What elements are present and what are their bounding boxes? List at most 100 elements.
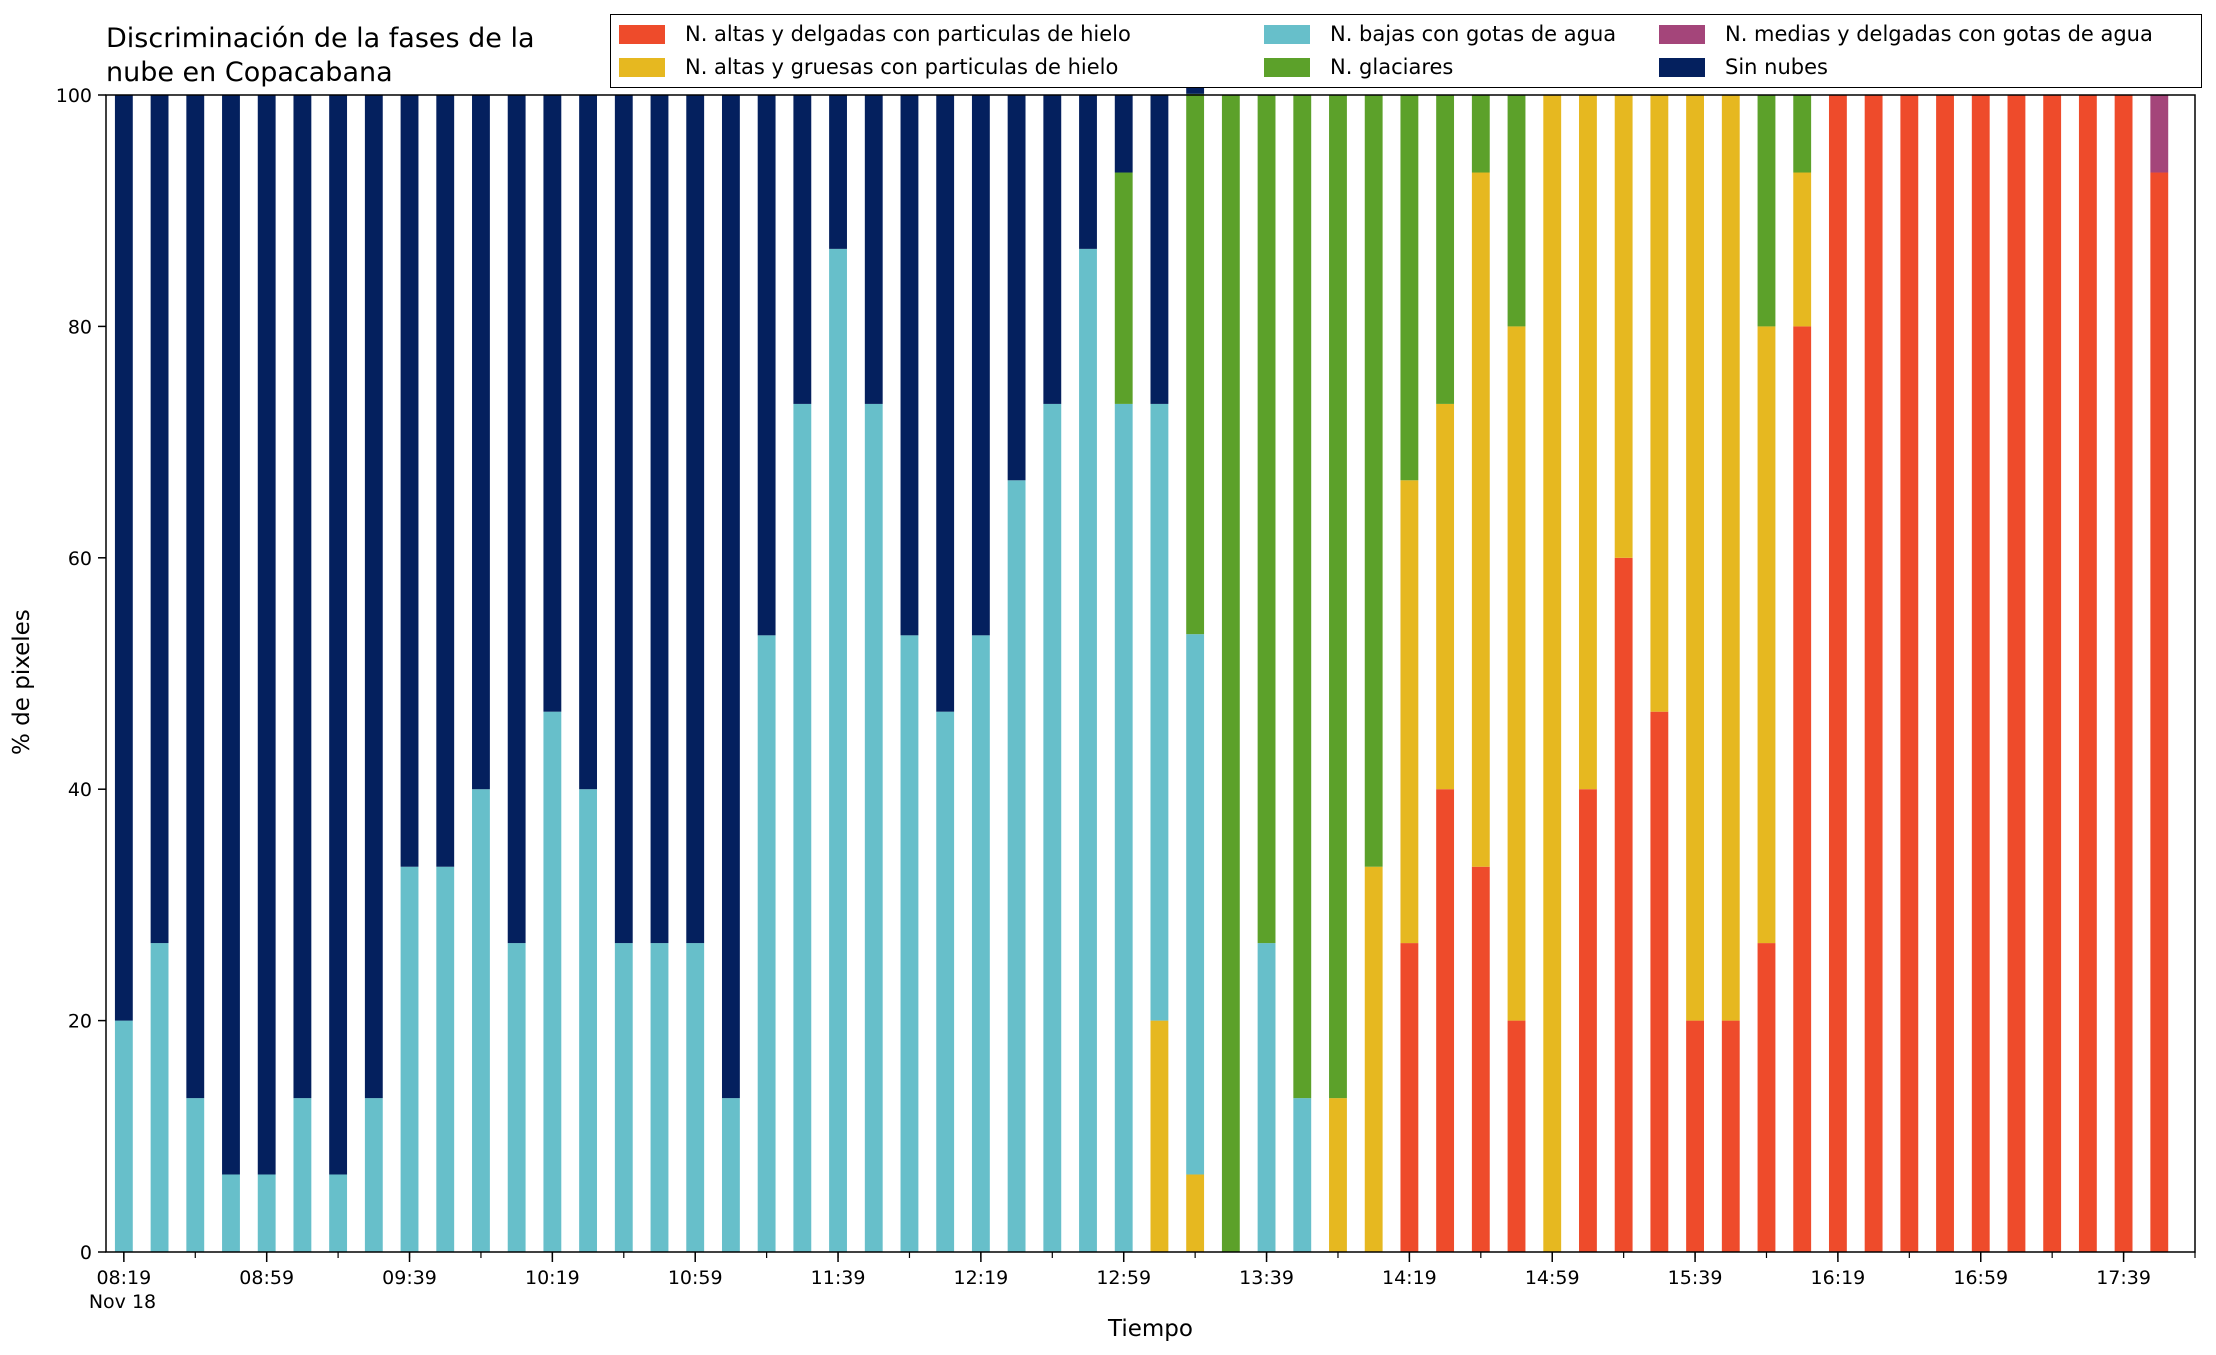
- bar-segment: [1971, 95, 1990, 1252]
- bar-segment: [686, 943, 705, 1252]
- bar-segment: [1043, 403, 1062, 1252]
- bar-segment: [1757, 943, 1776, 1252]
- bar-segment: [472, 789, 490, 1252]
- bar-segment: [1793, 172, 1812, 327]
- y-axis-label: % de pixeles: [9, 609, 35, 755]
- bar-segment: [579, 789, 598, 1252]
- chart-title-line-1: Discriminación de la fases de la: [106, 23, 535, 54]
- chart-legend: N. altas y delgadas con particulas de hi…: [610, 14, 2202, 88]
- bar-segment: [1150, 403, 1169, 1021]
- bar-segment: [936, 95, 955, 712]
- bar-segment: [1364, 866, 1383, 1252]
- bar-segment: [1579, 789, 1597, 1252]
- bar-segment: [1543, 95, 1562, 1252]
- y-tick-label: 60: [68, 548, 92, 570]
- legend-entry: N. altas y delgadas con particulas de hi…: [619, 22, 1131, 46]
- bar-segment: [1114, 95, 1133, 173]
- y-tick-label: 80: [68, 316, 92, 338]
- x-tick-label: 14:19: [1382, 1267, 1437, 1289]
- bar-segment: [507, 943, 526, 1252]
- bar-segment: [1436, 789, 1455, 1252]
- bar-segment: [1186, 93, 1205, 635]
- bar-segment: [1900, 95, 1919, 1252]
- bar-segment: [186, 95, 205, 1099]
- legend-entry: Sin nubes: [1659, 55, 1828, 79]
- bar-segment: [1186, 1174, 1205, 1252]
- bar-segment: [686, 95, 705, 944]
- bar-segment: [507, 95, 526, 944]
- bar-segment: [186, 1098, 205, 1252]
- bar-segment: [1007, 480, 1026, 1252]
- bar-segment: [1114, 172, 1133, 404]
- x-tick-label: 16:19: [1811, 1267, 1866, 1289]
- legend-entry: N. altas y gruesas con particulas de hie…: [619, 55, 1118, 79]
- bar-segment: [1436, 403, 1455, 790]
- bar-segment: [293, 1098, 312, 1252]
- bar-segment: [1471, 172, 1490, 867]
- y-tick-label: 20: [68, 1011, 92, 1033]
- bar-segment: [579, 95, 598, 790]
- bar-segment: [864, 95, 883, 404]
- bar-segment: [650, 943, 669, 1252]
- bar-segment: [1257, 95, 1276, 944]
- legend-swatch: [1659, 57, 1705, 77]
- bar-segment: [900, 95, 919, 636]
- bar-segment: [1150, 95, 1169, 404]
- bar-segment: [1828, 95, 1847, 1252]
- chart-title-line-2: nube en Copacabana: [106, 57, 393, 88]
- legend-entry: N. glaciares: [1264, 55, 1453, 79]
- bar-segment: [1043, 95, 1062, 404]
- bar-segment: [793, 403, 812, 1252]
- plot-frame: [105, 94, 2196, 1253]
- bar-segment: [1079, 248, 1097, 1253]
- bar-segment: [400, 866, 419, 1252]
- bar-segment: [1114, 403, 1133, 1252]
- bar-segment: [1614, 95, 1633, 558]
- bar-segment: [1507, 1020, 1526, 1252]
- legend-swatch: [619, 24, 665, 44]
- y-tick-label: 0: [80, 1242, 92, 1264]
- x-tick-label: 08:19: [96, 1267, 151, 1289]
- bar-segment: [1650, 95, 1669, 712]
- bar-segment: [1793, 95, 1812, 173]
- legend-label: N. altas y gruesas con particulas de hie…: [685, 55, 1119, 79]
- bar-segment: [222, 1174, 240, 1252]
- x-tick-label: 17:39: [2096, 1267, 2151, 1289]
- bar-segment: [2078, 95, 2097, 1252]
- x-tick-label: 14:59: [1525, 1267, 1580, 1289]
- y-tick-label: 100: [56, 85, 92, 107]
- x-tick-label: 13:39: [1239, 1267, 1294, 1289]
- bar-segment: [2150, 172, 2169, 1252]
- x-axis-label: Tiempo: [1108, 1316, 1193, 1342]
- x-date-label: Nov 18: [89, 1291, 156, 1313]
- bar-segment: [1721, 95, 1740, 1021]
- bar-segment: [721, 95, 740, 1099]
- bar-segment: [543, 711, 562, 1252]
- legend-label: N. bajas con gotas de agua: [1330, 22, 1617, 46]
- bar-segment: [1757, 95, 1776, 327]
- legend-label: Sin nubes: [1725, 55, 1828, 79]
- x-tick-label: 09:39: [382, 1267, 437, 1289]
- bar-segment: [1400, 943, 1419, 1252]
- x-tick-label: 11:39: [811, 1267, 866, 1289]
- bar-segment: [829, 95, 847, 249]
- bar-segment: [1471, 95, 1490, 173]
- legend-swatch: [1264, 57, 1310, 77]
- bar-segment: [1293, 95, 1312, 1099]
- bar-segment: [329, 95, 348, 1175]
- legend-swatch: [1659, 24, 1705, 44]
- bar-segment: [222, 95, 240, 1175]
- bar-segment: [614, 95, 633, 944]
- bar-segment: [2007, 95, 2026, 1252]
- bar-segment: [1936, 95, 1954, 1252]
- bar-segment: [1686, 95, 1704, 1021]
- x-tick-label: 08:59: [239, 1267, 294, 1289]
- bar-segment: [257, 95, 276, 1175]
- bar-segment: [1364, 95, 1383, 867]
- bar-segment: [1400, 480, 1419, 944]
- bar-segment: [1293, 1098, 1312, 1252]
- bar-segment: [1079, 95, 1097, 249]
- legend-swatch: [1264, 24, 1310, 44]
- bar-segment: [936, 711, 955, 1252]
- bar-segment: [1150, 1020, 1169, 1252]
